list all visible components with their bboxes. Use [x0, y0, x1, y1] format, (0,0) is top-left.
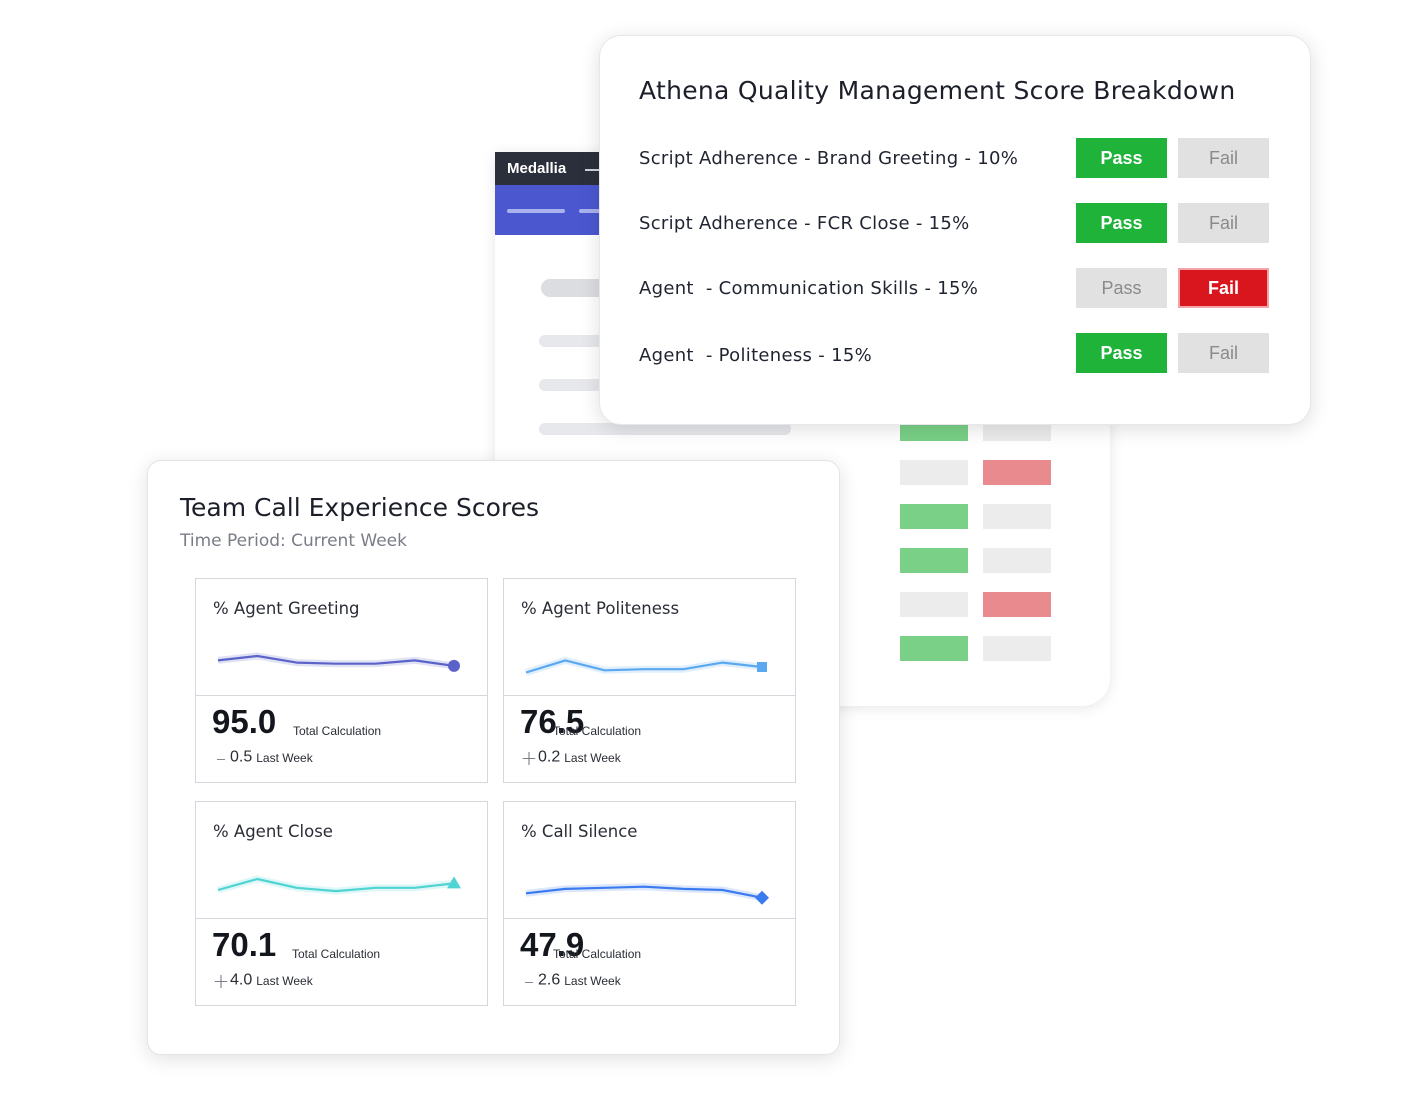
tile-score-value: 47.9: [520, 926, 585, 963]
total-calculation-label: Total Calculation: [553, 947, 642, 961]
placeholder-bar: [539, 379, 609, 391]
tile-score-value: 70.1: [212, 926, 277, 963]
minus-icon: –: [216, 745, 226, 770]
background-pass-box: [900, 548, 968, 573]
score-breakdown-row: Agent - Politeness - 15% Pass Fail: [600, 333, 1310, 373]
tile-chart-area: % Agent Politeness: [504, 579, 795, 696]
tile-chart-area: % Agent Greeting: [196, 579, 487, 696]
sparkline-line: [525, 885, 763, 899]
sparkline-end-marker: [757, 662, 767, 672]
delta-value: 2.6: [538, 971, 561, 989]
fail-button[interactable]: Fail: [1178, 138, 1269, 178]
tile-metric-name: % Agent Close: [213, 822, 333, 841]
team-scores-card: Team Call Experience Scores Time Period:…: [147, 460, 840, 1055]
score-breakdown-row: Agent - Communication Skills - 15% Pass Fa…: [600, 268, 1310, 308]
background-pass-box: [900, 636, 968, 661]
nav-placeholder-line: [507, 209, 565, 213]
pass-button[interactable]: Pass: [1076, 333, 1167, 373]
medallia-logo: Medallia: [507, 160, 567, 177]
criterion-label: Script Adherence - Brand Greeting - 10%: [639, 148, 1019, 169]
fail-button[interactable]: Fail: [1178, 333, 1269, 373]
tile-chart-area: % Agent Close: [196, 802, 487, 919]
sparkline-end-marker: [448, 659, 460, 672]
background-neutral-box: [983, 548, 1051, 573]
sparkline-line: [217, 877, 455, 893]
background-neutral-box: [983, 504, 1051, 529]
sparkline-line: [217, 654, 455, 667]
tile-score-value: 76.5: [520, 703, 585, 740]
tile-metric-name: % Call Silence: [521, 822, 638, 841]
tile-metric-name: % Agent Politeness: [521, 599, 680, 618]
tile-score-value: 95.0: [212, 703, 277, 740]
team-scores-title: Team Call Experience Scores: [180, 493, 540, 522]
sparkline-line: [525, 659, 763, 674]
background-neutral-box: [900, 460, 968, 485]
tile-delta: +0.2 Last Week: [520, 747, 621, 771]
background-fail-box: [983, 592, 1051, 617]
total-calculation-label: Total Calculation: [553, 724, 642, 738]
total-calculation-label: Total Calculation: [293, 724, 382, 738]
sparkline-end-marker: [447, 876, 461, 889]
delta-value: 4.0: [230, 971, 253, 989]
background-neutral-box: [900, 592, 968, 617]
criterion-label: Script Adherence - FCR Close - 15%: [639, 213, 970, 234]
background-pass-box: [900, 504, 968, 529]
delta-value: 0.5: [230, 748, 253, 766]
last-week-label: Last Week: [256, 750, 313, 765]
trend-sparkline: [524, 656, 767, 676]
tile-chart-area: % Call Silence: [504, 802, 795, 919]
time-period-label: Time Period: Current Week: [180, 531, 407, 551]
pass-button[interactable]: Pass: [1076, 203, 1167, 243]
score-tile[interactable]: % Call Silence 47.9 Total Calculation –2.6 L…: [503, 801, 796, 1006]
score-tile[interactable]: % Agent Politeness 76.5 Total Calculation +…: [503, 578, 796, 783]
minus-icon: –: [524, 968, 534, 993]
tile-delta: –2.6 Last Week: [520, 970, 621, 994]
placeholder-bar: [539, 423, 791, 435]
trend-sparkline: [525, 883, 769, 905]
plus-icon: +: [520, 745, 538, 770]
fail-button[interactable]: Fail: [1178, 268, 1269, 308]
trend-sparkline: [217, 652, 460, 672]
last-week-label: Last Week: [564, 750, 621, 765]
last-week-label: Last Week: [564, 973, 621, 988]
score-tile[interactable]: % Agent Greeting 95.0 Total Calculation –0.…: [195, 578, 488, 783]
delta-value: 0.2: [538, 748, 561, 766]
score-breakdown-title: Athena Quality Management Score Breakdow…: [639, 76, 1236, 105]
criterion-label: Agent - Politeness - 15%: [639, 345, 872, 366]
placeholder-bar: [539, 335, 609, 347]
tile-delta: –0.5 Last Week: [212, 747, 313, 771]
sparkline-end-marker: [755, 890, 769, 905]
pass-button[interactable]: Pass: [1076, 138, 1167, 178]
trend-sparkline: [217, 875, 461, 895]
fail-button[interactable]: Fail: [1178, 203, 1269, 243]
background-neutral-box: [983, 636, 1051, 661]
total-calculation-label: Total Calculation: [292, 947, 381, 961]
score-breakdown-row: Script Adherence - FCR Close - 15% Pass Fa…: [600, 203, 1310, 243]
last-week-label: Last Week: [256, 973, 313, 988]
placeholder-bar: [541, 279, 611, 297]
tile-metric-name: % Agent Greeting: [213, 599, 360, 618]
criterion-label: Agent - Communication Skills - 15%: [639, 278, 979, 299]
score-breakdown-card: Athena Quality Management Score Breakdow…: [599, 35, 1311, 425]
score-breakdown-row: Script Adherence - Brand Greeting - 10% P…: [600, 138, 1310, 178]
nav-placeholder-line: [579, 209, 603, 213]
tile-delta: +4.0 Last Week: [212, 970, 313, 994]
pass-button[interactable]: Pass: [1076, 268, 1167, 308]
background-fail-box: [983, 460, 1051, 485]
score-tile[interactable]: % Agent Close 70.1 Total Calculation +4.0 La…: [195, 801, 488, 1006]
plus-icon: +: [212, 968, 230, 993]
